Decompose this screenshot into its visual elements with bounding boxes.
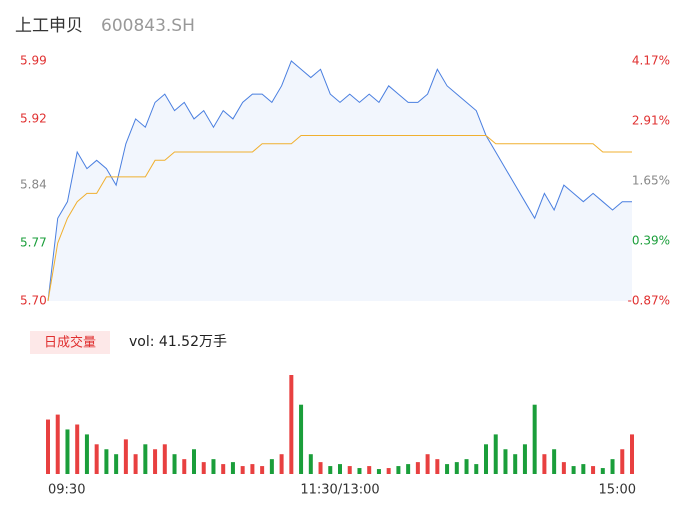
volume-bar [561, 462, 566, 474]
volume-bar [532, 404, 537, 474]
volume-bar [620, 449, 625, 474]
volume-bar [123, 439, 128, 474]
volume-bar [299, 404, 304, 474]
volume-bar [318, 462, 323, 474]
volume-bar [522, 444, 527, 474]
volume-bar [162, 444, 167, 474]
volume-bar [46, 419, 50, 474]
x-tick-label: 11:30/13:00 [300, 483, 379, 498]
volume-bar [435, 459, 440, 474]
price-line [47, 60, 632, 302]
volume-tab-label[interactable]: 日成交量 [44, 335, 96, 351]
chart-title: 上工申贝 [15, 16, 83, 36]
price-area [48, 61, 632, 301]
volume-bar [153, 449, 158, 474]
volume-bar [571, 466, 576, 474]
y2-tick-label: 1.65% [632, 174, 670, 188]
volume-bar [192, 449, 196, 474]
volume-label: vol: 41.52万手 [129, 334, 227, 350]
volume-bar [308, 454, 313, 474]
volume-bar [357, 468, 362, 474]
volume-bar [133, 454, 138, 474]
volume-bar [55, 414, 60, 474]
volume-bar [581, 464, 586, 474]
y-tick-label: 5.92 [20, 111, 47, 125]
volume-bar [347, 466, 352, 474]
volume-bar [94, 444, 99, 474]
volume-bar [104, 449, 109, 474]
volume-bar [279, 454, 284, 474]
chart-subtitle: 600843.SH [101, 16, 195, 36]
y-tick-label: 5.99 [20, 54, 47, 68]
x-tick-label: 15:00 [599, 483, 636, 498]
volume-bar [464, 459, 469, 474]
x-tick-label: 09:30 [48, 483, 85, 498]
volume-bar [513, 454, 518, 474]
y2-tick-label: 2.91% [632, 114, 670, 128]
y2-tick-label: -0.87% [628, 294, 670, 308]
volume-bar [260, 466, 265, 474]
volume-bar [250, 464, 255, 474]
y2-tick-label: 4.17% [632, 54, 670, 68]
volume-bar [201, 462, 206, 474]
y2-tick-label: 0.39% [632, 234, 670, 248]
volume-bar [591, 466, 596, 474]
volume-bar [386, 468, 391, 474]
y-tick-label: 5.70 [20, 294, 47, 308]
volume-bar [542, 454, 547, 474]
volume-bar [484, 444, 488, 474]
volume-bar [376, 469, 381, 474]
average-line [47, 134, 632, 302]
volume-bar [269, 459, 274, 474]
volume-bar [396, 466, 401, 474]
volume-bar [630, 434, 634, 474]
volume-bar [328, 466, 333, 474]
y-tick-label: 5.84 [20, 178, 47, 192]
volume-bar [221, 464, 226, 474]
volume-bar [211, 459, 216, 474]
volume-bar [75, 424, 80, 474]
volume-bar [552, 449, 557, 474]
volume-bar [415, 462, 420, 474]
volume-bar [406, 464, 411, 474]
volume-bar [143, 444, 148, 474]
volume-bar [172, 454, 177, 474]
volume-bar [454, 462, 459, 474]
volume-bar [65, 429, 70, 474]
volume-bar [182, 459, 187, 474]
volume-bar [445, 464, 450, 474]
y-tick-label: 5.77 [20, 236, 47, 250]
volume-tab[interactable] [30, 331, 110, 354]
volume-bar [367, 466, 372, 474]
volume-bar [240, 466, 245, 474]
volume-bar [610, 459, 615, 474]
volume-bar [425, 454, 430, 474]
volume-bar [338, 464, 342, 474]
volume-bar [289, 375, 294, 474]
volume-bar [114, 454, 119, 474]
volume-bar [474, 464, 479, 474]
volume-bar [84, 434, 89, 474]
volume-bar [503, 449, 508, 474]
volume-bar [493, 434, 498, 474]
volume-bar [600, 468, 605, 474]
volume-bar [230, 462, 235, 474]
